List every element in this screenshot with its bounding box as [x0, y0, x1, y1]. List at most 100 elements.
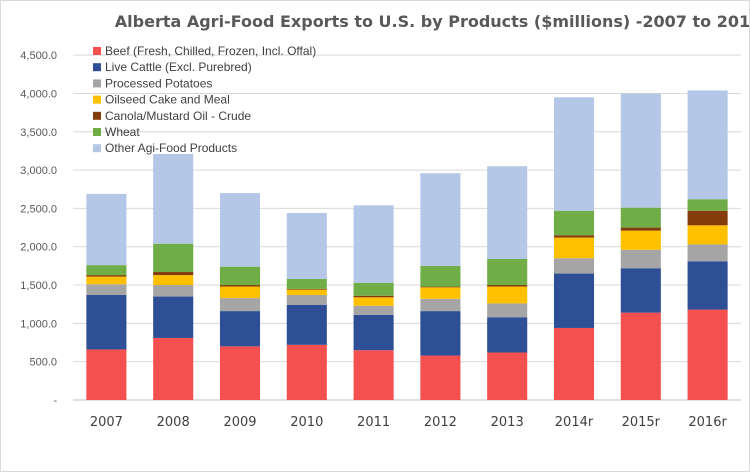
bar-segment: [553, 258, 595, 274]
bar-segment: [687, 244, 728, 262]
bar-segment: [219, 266, 261, 286]
bar-segment: [553, 210, 595, 236]
bar-segment: [153, 296, 194, 338]
bar-segment: [687, 309, 728, 400]
bar-stacks: [86, 90, 728, 400]
bar-segment: [620, 207, 661, 228]
bar-segment: [353, 305, 394, 315]
bar-stack-2014r: [553, 97, 595, 400]
bar-segment: [487, 166, 528, 259]
bar-segment: [687, 210, 728, 226]
bar-segment: [286, 278, 327, 289]
bar-stack-2009: [219, 193, 261, 400]
legend: Beef (Fresh, Chilled, Frozen, Incl. Offa…: [93, 44, 316, 155]
bar-segment: [86, 193, 127, 266]
x-axis: 2007 2008 2009 2010 2011 2012 2013 2014r 2015r 20…: [90, 415, 728, 430]
bar-segment: [219, 298, 261, 312]
bar-segment: [86, 284, 127, 296]
y-tick-label: 4,500.0: [20, 50, 57, 62]
y-tick-label: -: [53, 395, 57, 407]
bar-segment: [687, 90, 728, 200]
bar-segment: [687, 199, 728, 211]
bar-segment: [620, 268, 661, 313]
bar-segment: [420, 355, 461, 400]
bar-stack-2012: [420, 173, 461, 400]
legend-label: Oilseed Cake and Meal: [105, 93, 230, 107]
legend-item: Processed Potatoes: [93, 76, 212, 90]
bar-segment: [153, 243, 194, 273]
bar-stack-2011: [353, 205, 394, 400]
legend-item: Oilseed Cake and Meal: [93, 93, 230, 107]
bar-segment: [153, 272, 194, 276]
bar-segment: [487, 285, 528, 287]
bar-stack-2010: [286, 213, 327, 400]
legend-swatch: [93, 128, 101, 136]
legend-swatch: [93, 95, 101, 104]
legend-swatch: [93, 144, 101, 153]
bar-segment: [86, 265, 127, 276]
legend-item: Live Cattle (Excl. Purebred): [93, 60, 252, 74]
legend-label: Canola/Mustard Oil - Crude: [105, 109, 251, 123]
bar-segment: [286, 288, 327, 290]
bar-segment: [353, 297, 394, 306]
y-tick-label: 3,500.0: [20, 127, 57, 139]
legend-item: Wheat: [93, 125, 140, 139]
legend-label: Other Agi-Food Products: [105, 141, 237, 155]
bar-segment: [86, 349, 127, 400]
bar-segment: [553, 237, 595, 259]
bar-segment: [487, 352, 528, 400]
bar-segment: [153, 154, 194, 244]
bar-segment: [553, 327, 595, 400]
legend-label: Wheat: [105, 125, 140, 139]
y-tick-label: 3,000.0: [20, 165, 57, 177]
bar-stack-2008: [153, 154, 194, 400]
bar-segment: [286, 344, 327, 400]
bar-segment: [420, 298, 461, 312]
bar-segment: [620, 249, 661, 269]
bar-stack-2016r: [687, 90, 728, 400]
bar-segment: [86, 276, 127, 285]
y-tick-label: 2,000.0: [20, 242, 57, 254]
bar-stack-2015r: [620, 93, 661, 400]
bar-segment: [620, 312, 661, 400]
bar-segment: [286, 295, 327, 305]
x-tick-label: 2007: [90, 415, 123, 430]
bar-segment: [153, 275, 194, 286]
bar-segment: [219, 285, 261, 287]
bar-segment: [553, 273, 595, 328]
legend-label: Live Cattle (Excl. Purebred): [105, 60, 252, 74]
bar-segment: [420, 173, 461, 266]
bar-segment: [353, 314, 394, 351]
bar-segment: [487, 258, 528, 286]
legend-swatch: [93, 47, 101, 55]
bar-segment: [620, 93, 661, 208]
y-axis: - 500.0 1,000.0 1,500.0 2,000.0 2,500.0 3,000.…: [20, 50, 57, 407]
bar-segment: [286, 304, 327, 345]
bar-segment: [553, 97, 595, 211]
bar-segment: [86, 275, 127, 277]
bar-segment: [420, 311, 461, 356]
legend-swatch: [93, 111, 101, 120]
bar-segment: [620, 230, 661, 250]
bar-segment: [353, 282, 394, 296]
x-tick-label: 2016r: [688, 415, 727, 430]
y-tick-label: 1,500.0: [20, 280, 57, 292]
bar-segment: [420, 287, 461, 299]
bar-segment: [286, 213, 327, 279]
bar-segment: [219, 311, 261, 347]
legend-item: Canola/Mustard Oil - Crude: [93, 109, 251, 123]
bar-stack-2007: [86, 193, 127, 400]
bar-stack-2013: [487, 166, 528, 400]
legend-swatch: [93, 79, 101, 88]
x-tick-label: 2011: [357, 415, 390, 430]
bar-segment: [687, 261, 728, 310]
x-tick-label: 2009: [223, 415, 256, 430]
x-tick-label: 2014r: [555, 415, 594, 430]
legend-label: Beef (Fresh, Chilled, Frozen, Incl. Offa…: [105, 44, 316, 58]
x-tick-label: 2012: [424, 415, 457, 430]
x-tick-label: 2015r: [622, 415, 661, 430]
x-tick-label: 2010: [290, 415, 323, 430]
legend-item: Other Agi-Food Products: [93, 141, 237, 155]
chart-title: Alberta Agri-Food Exports to U.S. by Pro…: [115, 12, 750, 31]
